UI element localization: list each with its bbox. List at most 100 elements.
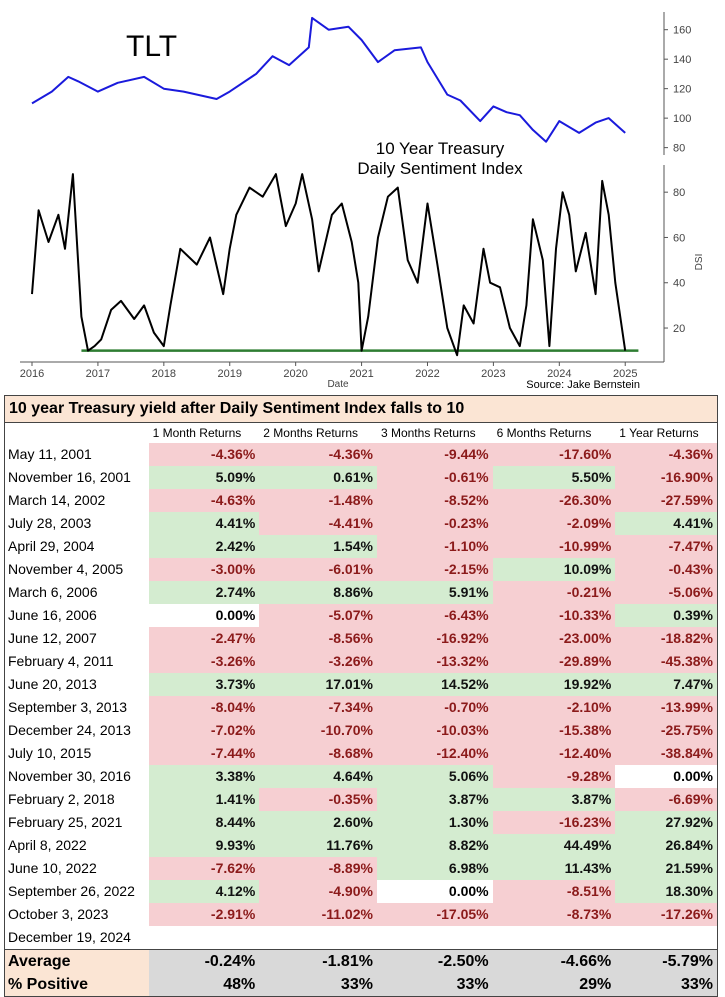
return-cell: 0.00% [148,604,260,627]
return-cell: 11.43% [492,857,616,880]
return-cell: -0.23% [376,512,493,535]
row-date: May 11, 2001 [8,446,92,462]
return-cell: -8.52% [376,489,493,512]
x-tick-label: 2022 [415,368,439,380]
return-cell: 4.41% [615,512,717,535]
return-cell: 27.92% [615,811,717,834]
y-tick-label: 20 [673,323,685,335]
x-tick-label: 2021 [349,368,373,380]
return-cell [259,926,377,949]
return-cell: 2.74% [148,581,260,604]
row-date: July 10, 2015 [8,745,92,761]
x-tick-label: 2025 [613,368,637,380]
return-cell: -10.70% [259,719,377,742]
row-date: October 3, 2023 [8,906,109,922]
row-date: September 26, 2022 [8,883,135,899]
return-cell: -3.26% [259,650,377,673]
return-cell: 1.41% [148,788,260,811]
return-cell: 5.91% [376,581,493,604]
return-cell: 26.84% [615,834,717,857]
return-cell: 11.76% [259,834,377,857]
average-value: -5.79% [615,950,717,973]
row-date: November 30, 2016 [8,768,131,784]
positive-value: 48% [148,973,260,996]
table-row: September 3, 2013 -8.04% -7.34% -0.70% -2.10… [5,696,717,719]
return-cell: -4.36% [615,443,717,466]
return-cell: 5.09% [148,466,260,489]
table-footer: Average -0.24% -1.81% -2.50% -4.66% -5.7… [5,949,717,996]
return-cell: -38.84% [615,742,717,765]
row-date: June 20, 2013 [8,676,97,692]
positive-value: 33% [259,973,377,996]
return-cell: -27.59% [615,489,717,512]
table-row: June 12, 2007 -2.47% -8.56% -16.92% -23.00% -… [5,627,717,650]
return-cell: -4.90% [259,880,377,903]
return-cell: -4.36% [259,443,377,466]
return-cell: 8.44% [148,811,260,834]
dsi-title-line-1: 10 Year Treasury [376,139,505,158]
y-tick-label: 60 [673,232,685,244]
table-row: December 24, 2013 -7.02% -10.70% -10.03% -15… [5,719,717,742]
return-cell: -8.04% [148,696,260,719]
return-cell: -1.10% [376,535,493,558]
return-cell: -7.62% [148,857,260,880]
return-cell: 3.38% [148,765,260,788]
positive-label: % Positive [5,973,149,996]
return-cell: -29.89% [492,650,616,673]
return-cell: 4.41% [148,512,260,535]
y-tick-label: 160 [673,25,691,37]
row-date: February 2, 2018 [8,791,115,807]
return-cell: -13.32% [376,650,493,673]
return-cell: -6.01% [259,558,377,581]
return-cell: 5.50% [492,466,616,489]
table-body: May 11, 2001 -4.36% -4.36% -9.44% -17.60% -4.… [5,443,717,949]
return-cell: -7.02% [148,719,260,742]
y-tick-label: 120 [673,84,691,96]
table-row: February 4, 2011 -3.26% -3.26% -13.32% -29.8… [5,650,717,673]
positive-value: 33% [615,973,717,996]
return-cell: -16.92% [376,627,493,650]
return-cell: 14.52% [376,673,493,696]
return-cell: -17.05% [376,903,493,926]
return-cell: 3.87% [376,788,493,811]
return-cell: -6.69% [615,788,717,811]
return-cell: -10.03% [376,719,493,742]
row-date: March 14, 2002 [8,492,106,508]
return-cell: 2.60% [259,811,377,834]
return-cell: -13.99% [615,696,717,719]
return-cell: 10.09% [492,558,616,581]
row-date: March 6, 2006 [8,584,98,600]
return-cell: -4.36% [148,443,260,466]
tlt-series-line [31,16,626,143]
return-cell: 0.39% [615,604,717,627]
y-tick-label: 140 [673,54,691,66]
average-value: -1.81% [259,950,377,973]
return-cell: -0.43% [615,558,717,581]
header-date [5,423,149,443]
return-cell: -2.09% [492,512,616,535]
row-date: February 4, 2011 [8,653,114,669]
return-cell: -18.82% [615,627,717,650]
source-annotation: Source: Jake Bernstein [526,379,640,391]
return-cell: -11.02% [259,903,377,926]
return-cell: 17.01% [259,673,377,696]
return-cell: -17.60% [492,443,616,466]
x-tick-label: 2024 [547,368,571,380]
return-cell: -8.51% [492,880,616,903]
table-row: March 14, 2002 -4.63% -1.48% -8.52% -26.30% -… [5,489,717,512]
return-cell: 3.73% [148,673,260,696]
average-row: Average -0.24% -1.81% -2.50% -4.66% -5.7… [5,950,717,973]
header-2-months: 2 Months Returns [263,426,358,440]
row-date: June 10, 2022 [8,860,97,876]
return-cell: -26.30% [492,489,616,512]
table-row: October 3, 2023 -2.91% -11.02% -17.05% -8.73… [5,903,717,926]
row-date: December 24, 2013 [8,722,131,738]
return-cell: -2.91% [148,903,260,926]
return-cell: 1.54% [259,535,377,558]
header-1-month: 1 Month Returns [152,426,242,440]
return-cell: -8.73% [492,903,616,926]
return-cell: -0.21% [492,581,616,604]
return-cell: -0.70% [376,696,493,719]
table-row: November 4, 2005 -3.00% -6.01% -2.15% 10.09%… [5,558,717,581]
return-cell: -2.47% [148,627,260,650]
